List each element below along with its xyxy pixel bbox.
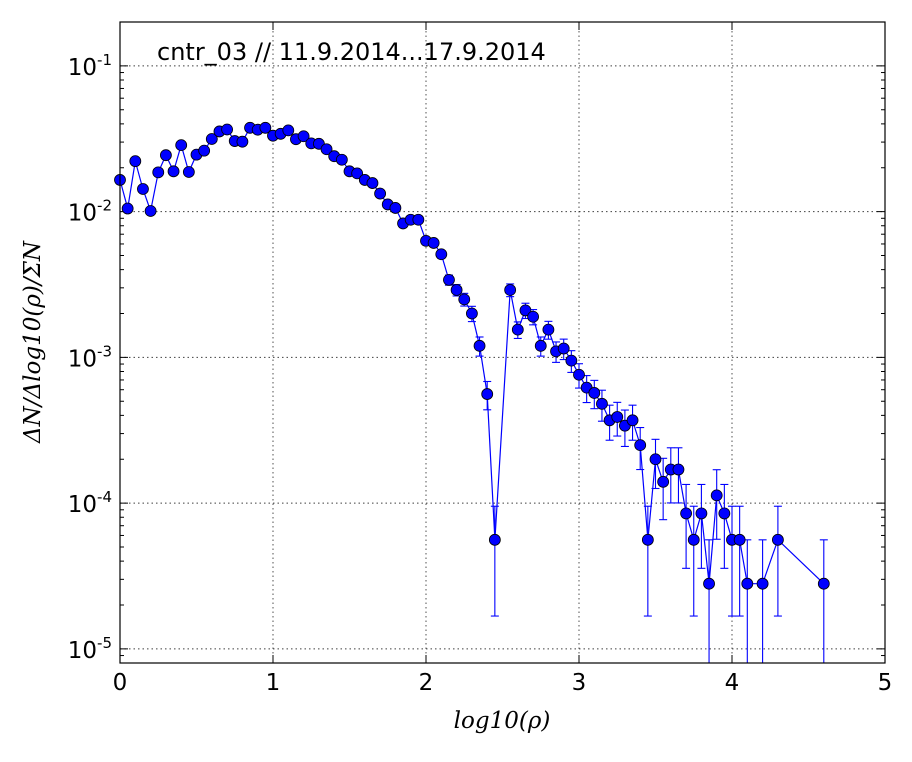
x-tick-label: 2 xyxy=(419,670,434,696)
y-axis-label: ΔN/Δlog10(ρ)/ΣN xyxy=(20,240,46,444)
data-point xyxy=(588,387,601,399)
series-line xyxy=(119,127,825,585)
data-point xyxy=(565,354,578,367)
y-tick-exponent: -5 xyxy=(97,634,112,652)
series-layer xyxy=(114,121,830,663)
y-tick-exponent: -4 xyxy=(97,488,112,506)
y-tick-base: 10 xyxy=(68,492,97,518)
data-point xyxy=(756,577,769,590)
x-tick-label: 4 xyxy=(725,670,740,696)
data-point xyxy=(649,453,662,466)
y-tick-label: 10-2 xyxy=(68,197,112,227)
data-point xyxy=(435,248,448,261)
data-point xyxy=(182,166,195,178)
y-tick-base: 10 xyxy=(68,55,97,81)
data-point xyxy=(626,414,639,427)
data-point xyxy=(573,368,585,381)
y-tick-exponent: -2 xyxy=(97,197,112,215)
x-tick-label: 1 xyxy=(266,670,281,696)
data-point xyxy=(481,388,494,400)
y-tick-label: 10-5 xyxy=(68,634,112,664)
data-point xyxy=(741,577,754,590)
x-axis-label: log10(ρ) xyxy=(454,708,551,734)
data-point xyxy=(733,533,746,546)
data-point xyxy=(657,475,670,488)
y-tick-label: 10-4 xyxy=(68,488,112,518)
data-point xyxy=(511,323,524,336)
y-tick-base: 10 xyxy=(68,346,97,372)
data-point xyxy=(680,507,692,520)
data-point xyxy=(695,507,708,520)
data-point xyxy=(152,166,165,179)
data-point xyxy=(817,577,830,590)
data-point xyxy=(672,463,685,476)
grid-layer xyxy=(120,22,885,663)
y-tick-exponent: -1 xyxy=(97,51,112,69)
x-tick-label: 5 xyxy=(878,670,893,696)
data-point xyxy=(458,293,471,306)
chart-title: cntr_03 // 11.9.2014...17.9.2014 xyxy=(157,38,546,66)
data-point xyxy=(634,439,647,452)
data-point xyxy=(320,143,333,156)
data-point xyxy=(412,213,425,226)
data-point xyxy=(450,284,463,296)
y-tick-label: 10-1 xyxy=(68,51,112,81)
data-point xyxy=(772,533,784,546)
data-point xyxy=(443,274,455,286)
data-point xyxy=(557,342,570,355)
data-point xyxy=(427,237,440,249)
y-tick-base: 10 xyxy=(68,201,97,227)
data-point xyxy=(710,489,723,502)
y-tick-base: 10 xyxy=(68,638,97,664)
data-point xyxy=(504,284,517,296)
data-point xyxy=(121,202,134,215)
data-point xyxy=(596,397,608,410)
data-point xyxy=(221,123,234,136)
data-point xyxy=(542,323,555,336)
data-point xyxy=(282,124,295,137)
data-point xyxy=(144,205,157,217)
data-point xyxy=(389,202,402,214)
data-point xyxy=(519,304,532,317)
plot-frame xyxy=(119,21,886,664)
data-point xyxy=(129,155,142,168)
data-point xyxy=(703,577,715,590)
data-point xyxy=(611,411,624,423)
data-point xyxy=(297,130,310,143)
data-point xyxy=(236,135,249,148)
data-point xyxy=(718,507,731,520)
data-point xyxy=(167,165,180,178)
data-point xyxy=(488,533,501,546)
data-point xyxy=(687,533,700,546)
data-point xyxy=(175,139,188,152)
data-point xyxy=(366,177,379,189)
data-point xyxy=(205,133,218,145)
data-point xyxy=(198,144,211,157)
data-point xyxy=(534,339,547,352)
data-point xyxy=(527,310,539,323)
data-point xyxy=(374,187,387,200)
data-point xyxy=(465,307,478,320)
data-point xyxy=(259,121,272,134)
data-point xyxy=(137,183,149,195)
y-tick-label: 10-3 xyxy=(68,342,112,372)
data-point xyxy=(159,149,172,162)
data-point xyxy=(641,533,654,546)
y-tick-exponent: -3 xyxy=(97,342,112,360)
data-point xyxy=(473,339,486,352)
data-point xyxy=(335,153,348,166)
x-tick-label: 3 xyxy=(572,670,587,696)
data-point xyxy=(351,167,364,180)
x-tick-label: 0 xyxy=(113,670,128,696)
tick-layer: 0 1 2 3 4 510-110-210-310-410-5 xyxy=(68,22,893,696)
